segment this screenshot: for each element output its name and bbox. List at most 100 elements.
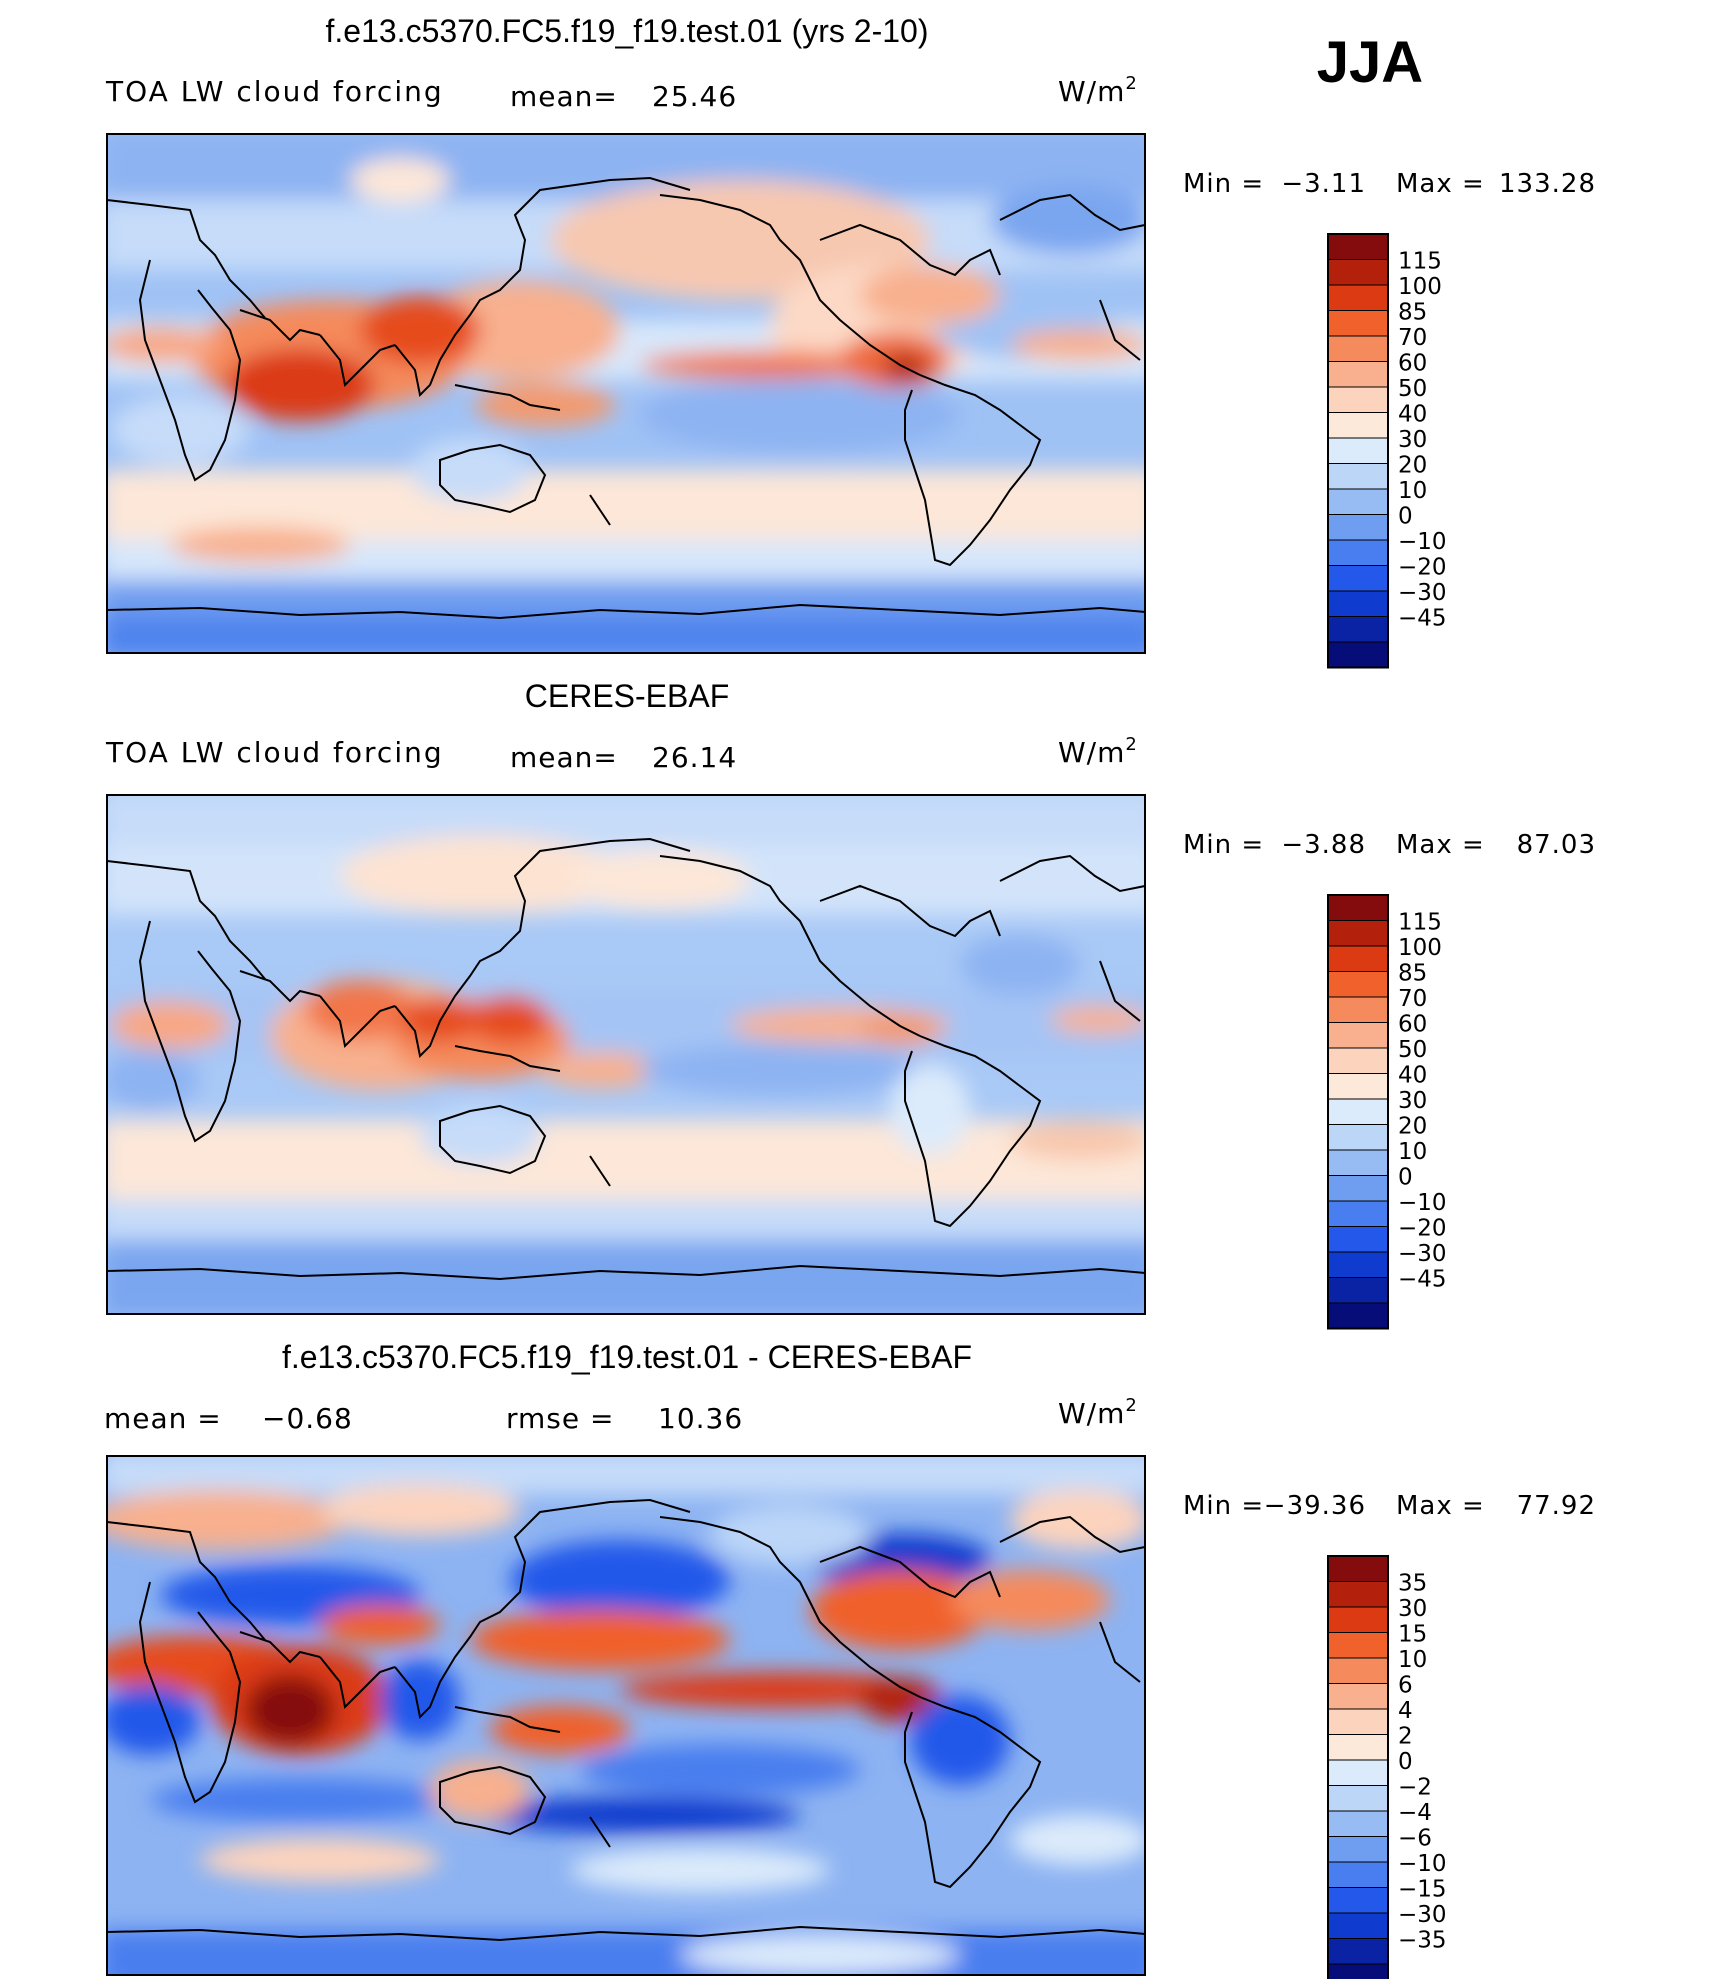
panel-obs: CERES-EBAF TOA LW cloud forcing mean= 26… <box>105 678 1596 1330</box>
colorbar-box <box>1327 616 1389 643</box>
colorbar-box <box>1327 361 1389 388</box>
map-obs <box>107 795 1145 1314</box>
max-value: 133.28 <box>1499 169 1596 199</box>
colorbar-tick-label: 10 <box>1398 1139 1427 1165</box>
colorbar-box <box>1327 1606 1389 1633</box>
mean-value: −0.68 <box>262 1402 353 1435</box>
colorbar-tick-label: 6 <box>1398 1673 1413 1699</box>
colorbar-box <box>1327 996 1389 1023</box>
colorbar-box <box>1327 945 1389 972</box>
colorbar-tick-label: 60 <box>1398 351 1427 377</box>
colorbar-box <box>1327 1226 1389 1253</box>
colorbar-box <box>1327 1963 1389 1979</box>
colorbar-box <box>1327 920 1389 947</box>
colorbar-box <box>1327 1759 1389 1786</box>
colorbar-box <box>1327 1124 1389 1151</box>
colorbar-box <box>1327 412 1389 439</box>
map-fields <box>107 795 1145 1314</box>
colorbar-box <box>1327 641 1389 668</box>
colorbar-tick-label: −4 <box>1398 1800 1432 1826</box>
max-value: 87.03 <box>1517 830 1596 860</box>
colorbar-tick-label: 15 <box>1398 1622 1427 1648</box>
colorbar-box <box>1327 233 1389 260</box>
colorbar-box <box>1327 1098 1389 1125</box>
colorbar-tick-label: 60 <box>1398 1012 1427 1038</box>
colorbar-box <box>1327 463 1389 490</box>
colorbar-frame <box>1327 1555 1389 1979</box>
colorbar-tick-label: 30 <box>1398 427 1427 453</box>
variable-label: TOA LW cloud forcing <box>105 75 444 108</box>
colorbar-tick-label: 50 <box>1398 1037 1427 1063</box>
rmse-label: rmse = <box>506 1402 614 1435</box>
mean-value: 25.46 <box>652 80 737 113</box>
colorbar-box <box>1327 437 1389 464</box>
colorbar-box <box>1327 1912 1389 1939</box>
colorbar-box <box>1327 1175 1389 1202</box>
panel-title: CERES-EBAF <box>525 678 729 714</box>
variable-label: TOA LW cloud forcing <box>105 736 444 769</box>
colorbar-tick-label: 85 <box>1398 300 1427 326</box>
coastlines <box>107 176 1145 620</box>
map-frame <box>106 794 1146 1315</box>
colorbar-tick-label: −6 <box>1398 1826 1432 1852</box>
colorbar-box <box>1327 1810 1389 1837</box>
min-label: Min = <box>1183 1491 1264 1521</box>
map-diff <box>107 1456 1145 1975</box>
min-label: Min = <box>1183 830 1264 860</box>
min-value: −3.11 <box>1281 169 1366 199</box>
min-value: −39.36 <box>1264 1491 1366 1521</box>
colorbar-box <box>1327 284 1389 311</box>
units-label: W/m2 <box>1058 734 1138 769</box>
colorbar-frame <box>1327 894 1389 1330</box>
colorbar-tick-label: −30 <box>1398 1902 1447 1928</box>
colorbar-box <box>1327 335 1389 362</box>
map-frame <box>106 1455 1146 1976</box>
colorbar-box <box>1327 1149 1389 1176</box>
colorbar-tick-label: −35 <box>1398 1928 1447 1954</box>
colorbar-box <box>1327 894 1389 921</box>
colorbar-box <box>1327 565 1389 592</box>
colorbar-box <box>1327 590 1389 617</box>
colorbar-tick-label: 40 <box>1398 402 1427 428</box>
colorbar-tick-label: 0 <box>1398 504 1413 530</box>
colorbar-tick-label: 115 <box>1398 249 1442 275</box>
colorbar-box <box>1327 1632 1389 1659</box>
colorbar-tick-label: −20 <box>1398 555 1447 581</box>
colorbar-box <box>1327 1581 1389 1608</box>
colorbar-tick-label: −20 <box>1398 1216 1447 1242</box>
colorbar-box <box>1327 386 1389 413</box>
max-value: 77.92 <box>1517 1491 1596 1521</box>
colorbar-tick-label: −10 <box>1398 1851 1447 1877</box>
colorbar-box <box>1327 488 1389 515</box>
min-label: Min = <box>1183 169 1264 199</box>
colorbar-tick-label: 30 <box>1398 1596 1427 1622</box>
rmse-value: 10.36 <box>658 1402 743 1435</box>
max-label: Max = <box>1396 1491 1485 1521</box>
colorbar-box <box>1327 1657 1389 1684</box>
map-fields <box>107 1456 1145 1975</box>
colorbar-tick-label: 20 <box>1398 453 1427 479</box>
colorbar-tick-label: 4 <box>1398 1698 1413 1724</box>
max-label: Max = <box>1396 830 1485 860</box>
map-model <box>107 134 1145 653</box>
colorbar-tick-label: −30 <box>1398 1241 1447 1267</box>
mean-value: 26.14 <box>652 741 737 774</box>
colorbar-box <box>1327 1734 1389 1761</box>
colorbar-box <box>1327 1887 1389 1914</box>
colorbar-tick-label: 0 <box>1398 1749 1413 1775</box>
colorbar-tick-label: 100 <box>1398 274 1442 300</box>
panel-diff: f.e13.c5370.FC5.f19_f19.test.01 - CERES-… <box>104 1339 1596 1979</box>
colorbar-tick-label: 10 <box>1398 478 1427 504</box>
colorbar-tick-label: 40 <box>1398 1063 1427 1089</box>
max-label: Max = <box>1396 169 1485 199</box>
colorbar-box <box>1327 514 1389 541</box>
mean-label: mean= <box>510 741 618 774</box>
colorbar-tick-label: 70 <box>1398 986 1427 1012</box>
units-label: W/m2 <box>1058 73 1138 108</box>
colorbar-box <box>1327 1022 1389 1049</box>
colorbar-box <box>1327 259 1389 286</box>
colorbar-frame <box>1327 233 1389 669</box>
